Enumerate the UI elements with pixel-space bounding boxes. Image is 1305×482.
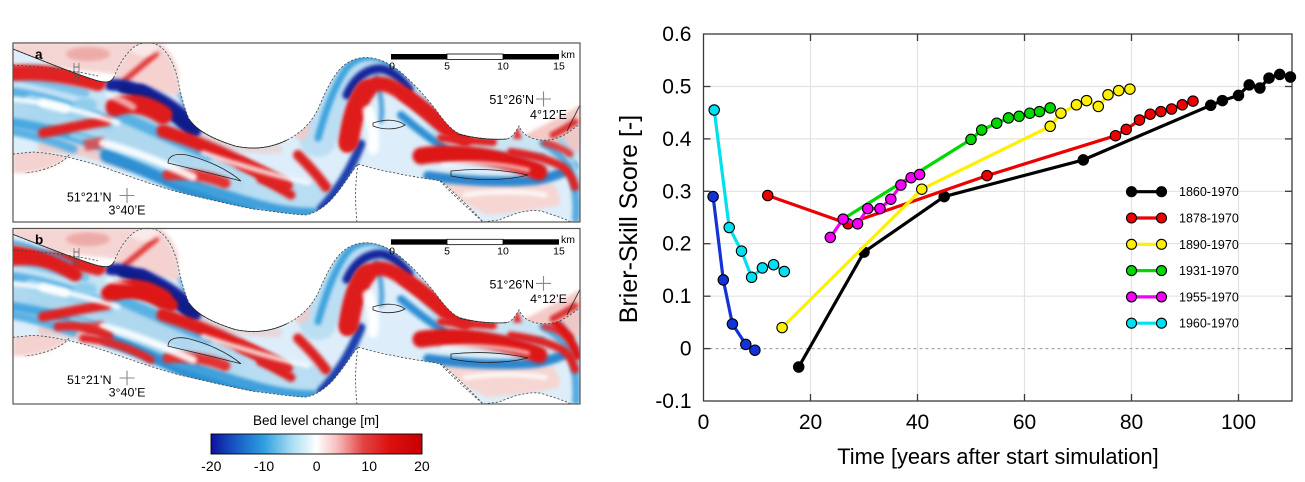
svg-text:3°40’E: 3°40’E — [109, 204, 146, 218]
svg-text:80: 80 — [1120, 411, 1143, 434]
svg-text:0: 0 — [389, 247, 395, 258]
svg-text:0: 0 — [698, 411, 710, 434]
svg-text:0.1: 0.1 — [662, 285, 691, 308]
svg-text:10: 10 — [497, 247, 509, 258]
svg-text:51°26’N: 51°26’N — [489, 93, 534, 107]
svg-text:km: km — [561, 49, 575, 61]
svg-text:0: 0 — [389, 61, 395, 73]
svg-text:20: 20 — [799, 411, 822, 434]
svg-text:-0.1: -0.1 — [655, 390, 691, 413]
svg-text:3°40’E: 3°40’E — [109, 386, 146, 400]
svg-text:0.6: 0.6 — [662, 23, 691, 46]
svg-text:15: 15 — [553, 61, 565, 73]
svg-text:5: 5 — [444, 247, 450, 258]
svg-text:10: 10 — [497, 61, 509, 73]
svg-text:51°26’N: 51°26’N — [489, 277, 534, 291]
svg-text:40: 40 — [906, 411, 929, 434]
svg-text:Time [years after start simula: Time [years after start simulation] — [837, 444, 1158, 469]
svg-text:-20: -20 — [201, 458, 221, 474]
svg-text:5: 5 — [444, 61, 450, 73]
svg-text:4°12’E: 4°12’E — [530, 108, 567, 122]
svg-text:1955-1970: 1955-1970 — [1179, 290, 1239, 304]
svg-text:4°12’E: 4°12’E — [530, 292, 567, 306]
svg-text:b: b — [35, 232, 43, 247]
svg-text:1960-1970: 1960-1970 — [1179, 317, 1239, 331]
svg-text:1878-1970: 1878-1970 — [1179, 212, 1239, 226]
svg-text:1890-1970: 1890-1970 — [1179, 238, 1239, 252]
svg-text:51°21’N: 51°21’N — [67, 191, 112, 205]
svg-text:0.4: 0.4 — [662, 128, 692, 151]
svg-text:km: km — [561, 235, 575, 246]
svg-text:0.5: 0.5 — [662, 76, 691, 99]
svg-text:15: 15 — [553, 247, 565, 258]
svg-text:0: 0 — [680, 338, 692, 361]
svg-text:0.2: 0.2 — [662, 233, 691, 256]
svg-text:Bed level change [m]: Bed level change [m] — [253, 413, 379, 428]
svg-text:20: 20 — [414, 458, 430, 474]
svg-text:0.3: 0.3 — [662, 180, 691, 203]
svg-text:100: 100 — [1221, 411, 1256, 434]
svg-text:Brier-Skill Score [-]: Brier-Skill Score [-] — [615, 115, 643, 323]
svg-text:0: 0 — [313, 458, 321, 474]
svg-text:-10: -10 — [254, 458, 274, 474]
svg-text:1931-1970: 1931-1970 — [1179, 264, 1239, 278]
svg-text:a: a — [35, 47, 43, 62]
svg-text:51°21’N: 51°21’N — [67, 373, 112, 387]
svg-text:1860-1970: 1860-1970 — [1179, 185, 1239, 199]
svg-text:60: 60 — [1013, 411, 1036, 434]
svg-text:10: 10 — [361, 458, 377, 474]
